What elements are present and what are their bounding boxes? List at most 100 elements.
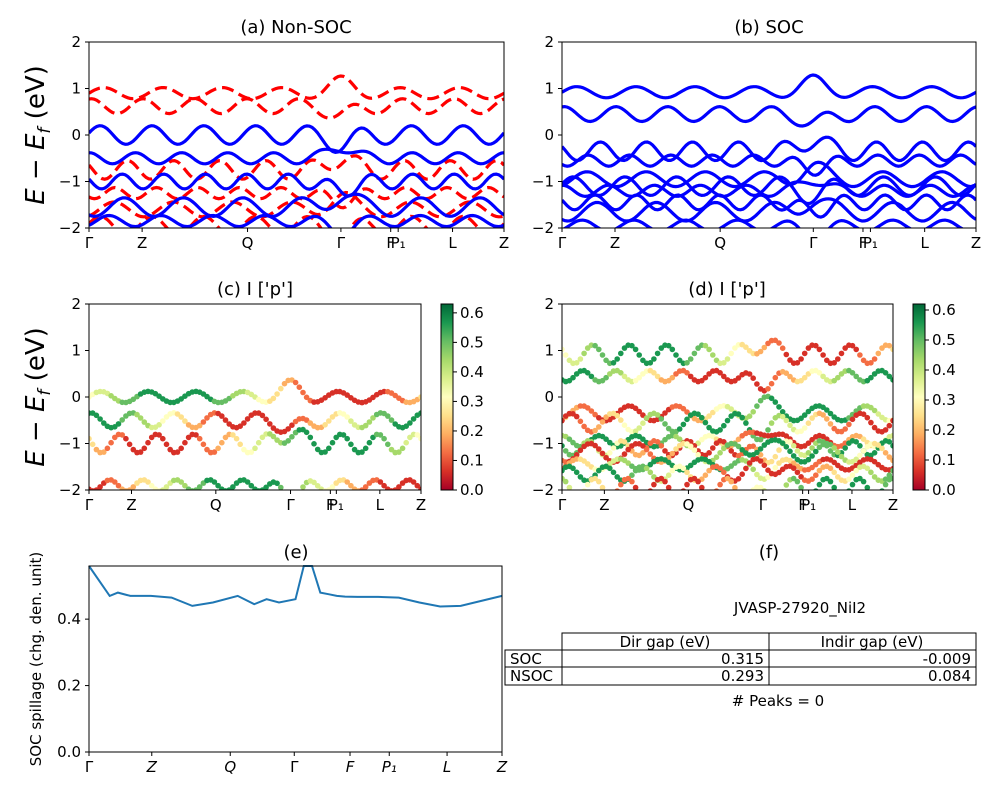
- projection-point: [307, 434, 314, 441]
- projection-point: [754, 403, 760, 409]
- projection-point: [592, 411, 598, 418]
- projection-point: [684, 370, 690, 376]
- xtick-label: Q: [683, 496, 695, 514]
- projection-point: [311, 441, 317, 447]
- projection-point: [658, 475, 665, 482]
- colorbar-tick-label: 0.4: [460, 363, 484, 381]
- projection-point: [687, 462, 694, 469]
- projection-point: [871, 474, 878, 480]
- projection-point: [647, 469, 654, 476]
- projection-point: [769, 497, 775, 503]
- xtick-label: Γ: [286, 496, 295, 514]
- projection-point: [625, 475, 631, 482]
- projection-point: [706, 424, 712, 431]
- band-line: [89, 185, 504, 210]
- projection-point: [676, 357, 683, 364]
- projection-point: [104, 445, 111, 452]
- projection-point: [790, 443, 797, 449]
- projection-point: [868, 491, 874, 497]
- projection-point: [860, 436, 867, 443]
- projection-point: [644, 493, 650, 499]
- projection-point: [790, 475, 797, 482]
- projection-point: [196, 422, 203, 429]
- projection-point: [890, 443, 893, 449]
- projection-point: [244, 479, 251, 485]
- projection-point: [665, 342, 672, 349]
- projection-point: [713, 454, 720, 461]
- projection-point: [651, 356, 657, 362]
- projection-point: [573, 413, 580, 420]
- ytick-label: −2: [532, 481, 554, 499]
- projection-point: [783, 482, 790, 488]
- xtick-label: L: [448, 234, 457, 252]
- projection-point: [721, 422, 727, 429]
- y-axis-label-top: E − Ef (eV): [21, 65, 55, 205]
- projection-point: [857, 443, 863, 449]
- projection-point: [654, 350, 661, 357]
- projection-point: [827, 478, 834, 485]
- spillage-line: [88, 565, 503, 608]
- projection-point: [625, 460, 631, 466]
- ytick-label: 2: [71, 295, 81, 313]
- projection-point: [882, 370, 889, 376]
- projection-point: [890, 432, 893, 439]
- projection-point: [794, 360, 801, 366]
- ytick-label: 2: [544, 33, 554, 51]
- projection-point: [853, 346, 859, 353]
- band-line: [89, 147, 504, 166]
- table-cell-soc-dir: 0.315: [721, 650, 764, 668]
- projection-point: [621, 422, 628, 429]
- projection-point: [255, 439, 262, 446]
- projection-point: [747, 492, 753, 498]
- projection-point: [857, 475, 863, 482]
- projection-point: [820, 373, 826, 380]
- projection-point: [721, 360, 727, 366]
- projection-point: [754, 449, 760, 456]
- ytick-label: 0: [71, 388, 81, 406]
- projection-point: [348, 482, 354, 489]
- projection-point: [849, 370, 856, 376]
- projection-point: [610, 445, 617, 451]
- panel-b-yticks: 2 1 0 −1 −2: [532, 33, 562, 237]
- projection-point: [618, 417, 624, 423]
- colorbar-tick-label: 0.3: [460, 392, 484, 410]
- ytick-label: −2: [532, 219, 554, 237]
- projection-point: [673, 352, 679, 358]
- projection-point: [130, 484, 137, 490]
- projection-point: [783, 417, 790, 424]
- panel-d-title: (d) I ['p']: [688, 279, 766, 300]
- projection-point: [130, 446, 137, 453]
- projection-point: [141, 445, 148, 452]
- projection-point: [853, 373, 859, 380]
- projection-point: [562, 478, 569, 485]
- projection-point: [388, 446, 395, 453]
- projection-point: [303, 429, 310, 436]
- projection-point: [388, 417, 395, 423]
- projection-point: [673, 446, 679, 452]
- projection-point: [890, 346, 893, 353]
- xtick-label: Γ: [809, 234, 818, 252]
- projection-point: [670, 491, 676, 497]
- projection-point: [790, 465, 797, 472]
- projection-point: [669, 467, 676, 474]
- colorbar-tick-label: 0.0: [460, 481, 484, 499]
- projection-point: [702, 472, 709, 479]
- projection-point: [629, 478, 635, 485]
- peaks-count: # Peaks = 0: [732, 692, 824, 710]
- projection-point: [838, 453, 845, 460]
- projection-point: [584, 481, 591, 488]
- projection-point: [824, 416, 830, 422]
- panel-c-colorbar-ticks: 0.6 0.5 0.4 0.3 0.2 0.1 0.0: [453, 304, 484, 499]
- panel-e-title: (e): [283, 542, 308, 563]
- projection-point: [871, 424, 878, 431]
- projection-point: [607, 465, 613, 472]
- ytick-label: 1: [71, 342, 81, 360]
- xtick-label: P₁: [329, 496, 344, 514]
- projection-point: [603, 436, 609, 443]
- projection-point: [853, 456, 859, 463]
- projection-point: [584, 405, 591, 411]
- projection-point: [621, 451, 628, 457]
- projection-point: [676, 436, 683, 443]
- projection-point: [592, 427, 598, 434]
- projection-point: [776, 469, 782, 476]
